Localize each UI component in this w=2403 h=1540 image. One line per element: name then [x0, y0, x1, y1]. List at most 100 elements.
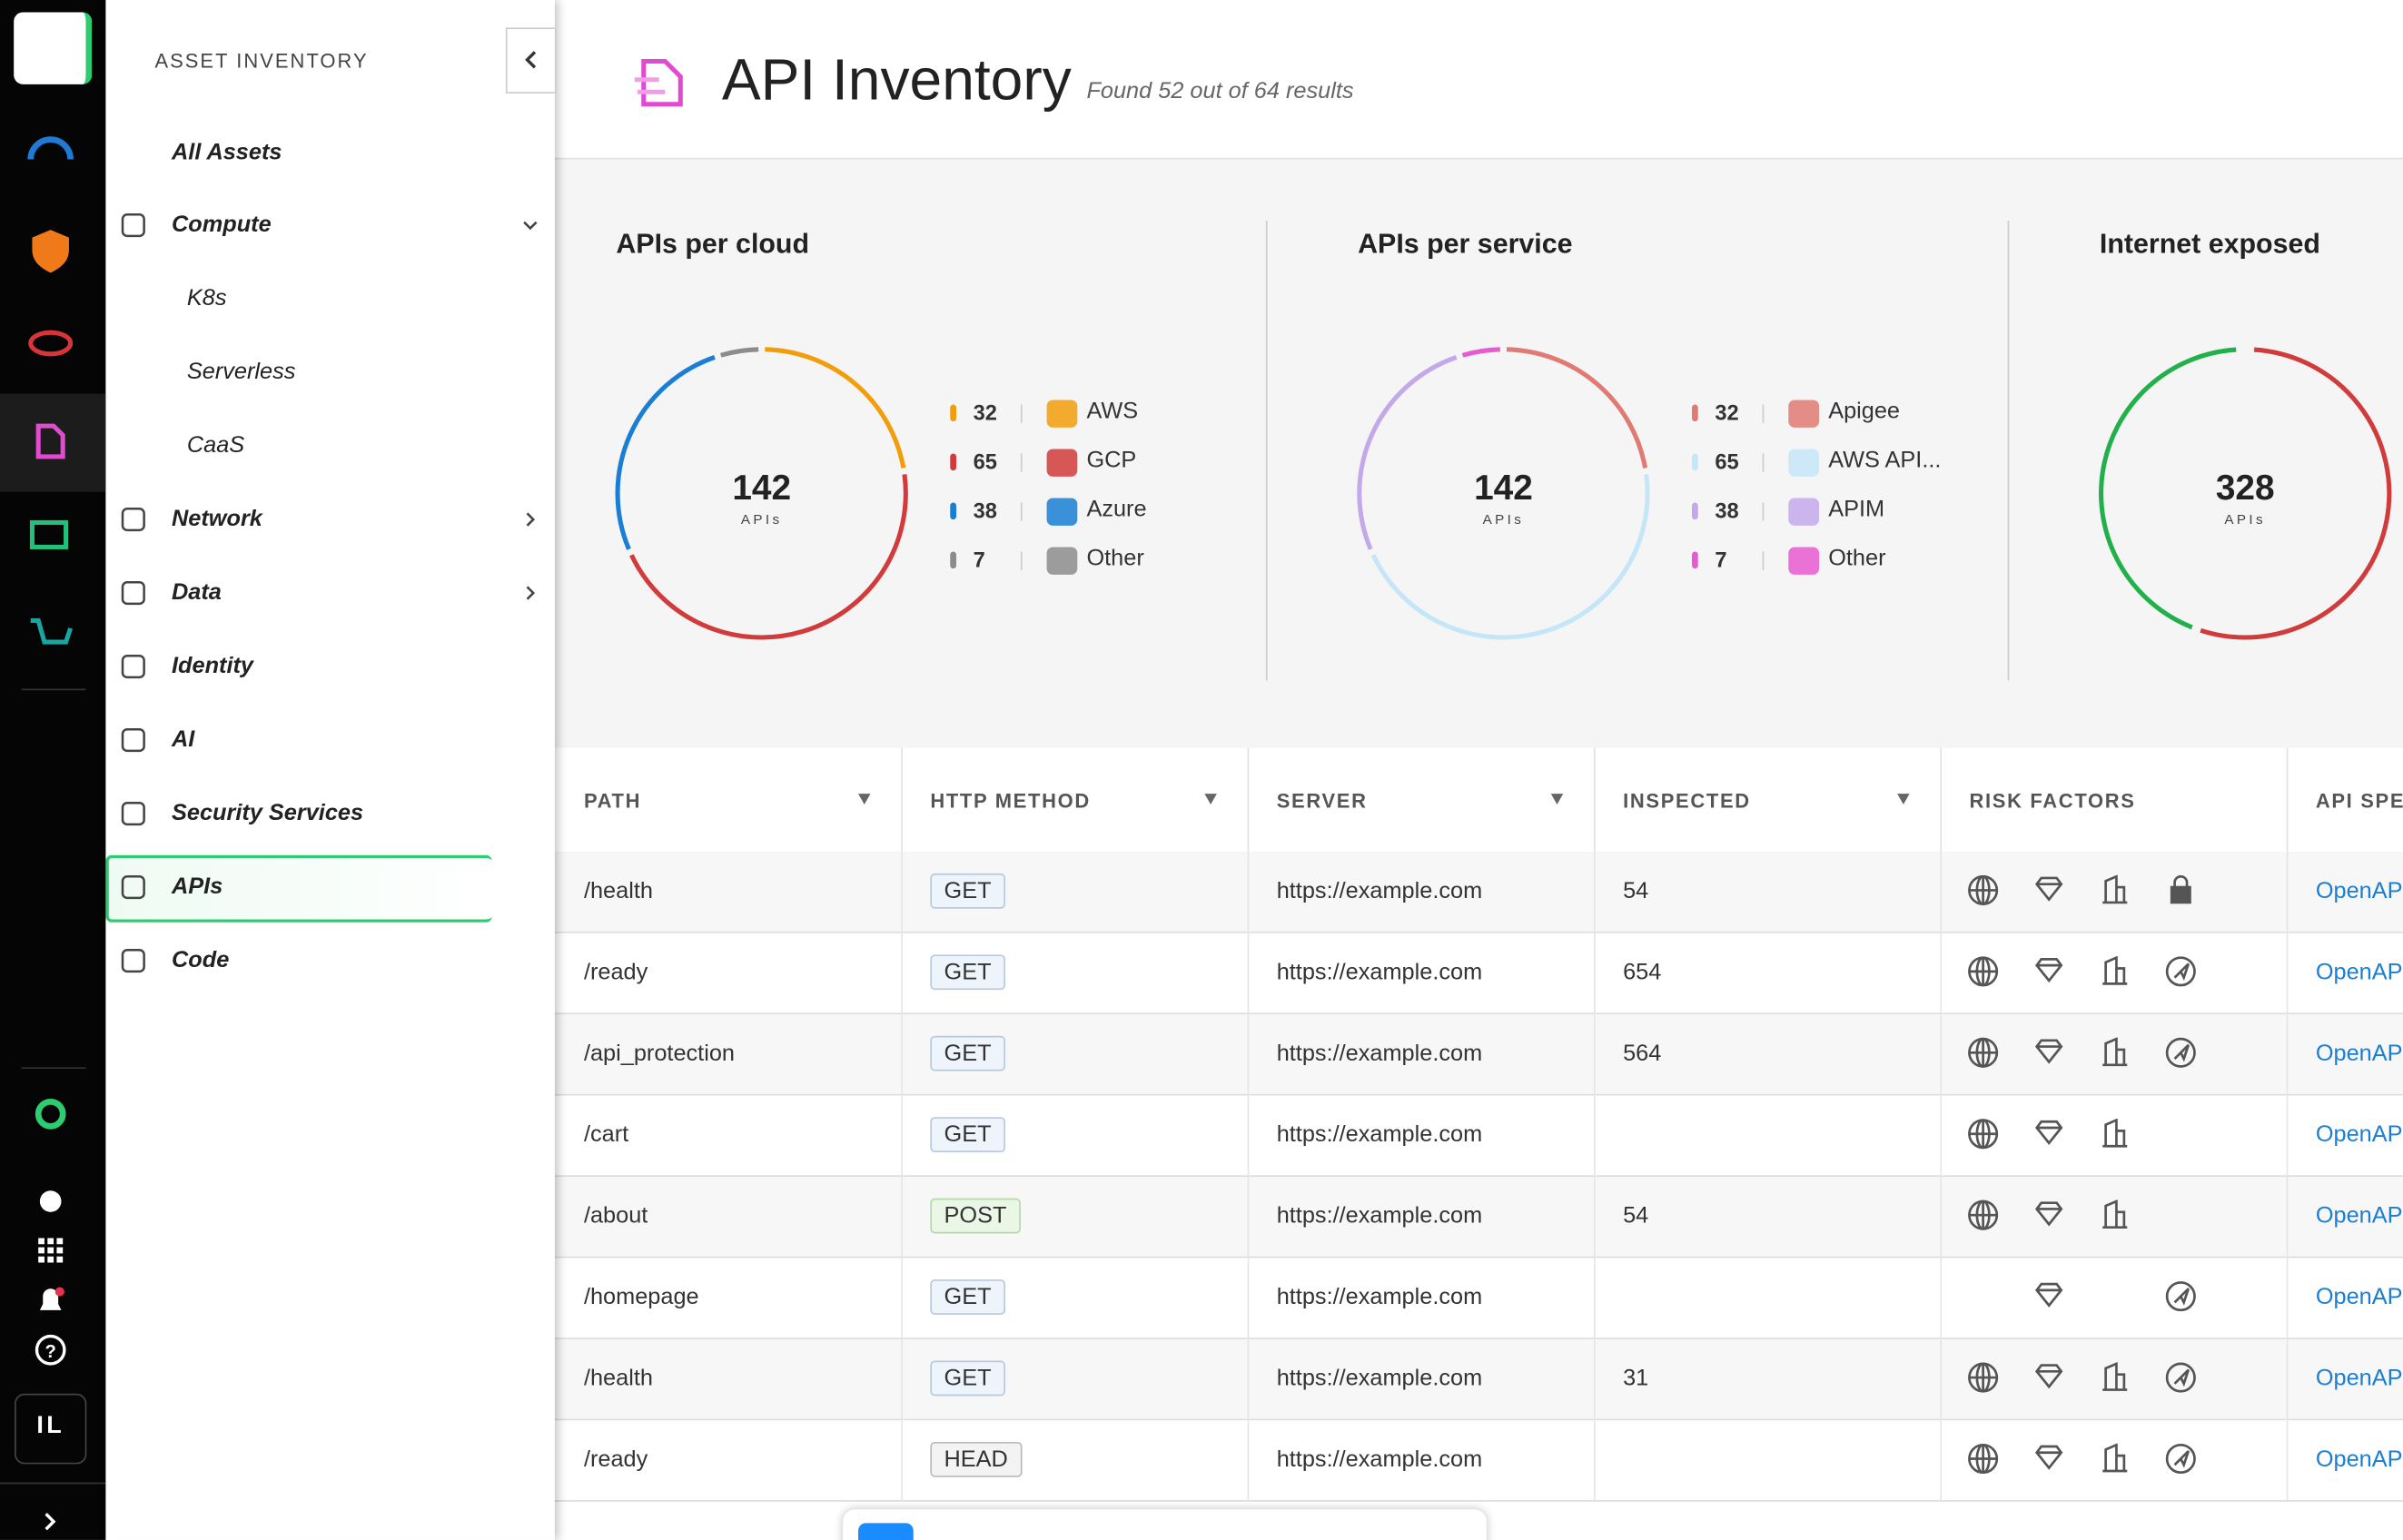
col-sep: [1247, 852, 1250, 933]
legend-swatch: [950, 502, 956, 520]
risk-icon: [1975, 956, 1991, 987]
api-table: PATH HTTP METHOD SERVER INSPECTED RISK FACTO…: [554, 747, 2403, 1540]
col-sep: [2286, 1420, 2289, 1502]
risk-icon: [2034, 1039, 2063, 1064]
logo[interactable]: [14, 12, 93, 84]
spec-link[interactable]: OpenAPI: [2315, 1365, 2403, 1392]
risk-icon: [2102, 1118, 2128, 1148]
col-sep: [1247, 1177, 1250, 1259]
risk-icons: [1968, 874, 2191, 905]
bulk-toolbar[interactable]: [843, 1509, 1487, 1540]
column-header[interactable]: INSPECTED: [1623, 789, 1751, 813]
column-header[interactable]: SERVER: [1276, 789, 1368, 813]
col-sep: [901, 933, 903, 1015]
table-row: [554, 1095, 2403, 1177]
spec-link[interactable]: OpenAPI: [2315, 1121, 2403, 1148]
result-count: Found 52 out of 64 results: [1086, 78, 1354, 104]
spec-link[interactable]: OpenAPI: [2315, 959, 2403, 986]
col-sep: [1940, 1095, 1943, 1177]
donut-total: 142: [732, 469, 791, 508]
legend-label: Other: [1828, 545, 1886, 572]
risk-icon: [2173, 1450, 2190, 1468]
server-cell: https://example.com: [1276, 1365, 1483, 1392]
chevron: [526, 586, 536, 600]
donut: 142 APIs: [615, 347, 908, 640]
nav-icon: [121, 874, 145, 900]
nav-item[interactable]: Compute: [172, 211, 272, 238]
main: API Inventory Found 52 out of 64 results…: [554, 0, 2403, 1540]
column-header[interactable]: PATH: [583, 789, 642, 813]
filter-icon[interactable]: [1550, 794, 1564, 805]
legend-swatch: [1692, 404, 1698, 422]
spec-link[interactable]: OpenAPI: [2315, 1284, 2403, 1310]
nav-active: [105, 854, 492, 923]
server-cell: https://example.com: [1276, 1202, 1483, 1229]
nav-icon: [121, 948, 145, 973]
risk-icon: [2173, 962, 2190, 982]
filter-icon[interactable]: [1897, 794, 1910, 805]
column-header[interactable]: RISK FACTORS: [1969, 789, 2136, 813]
collapse-button[interactable]: [505, 27, 557, 94]
legend-label: Apigee: [1828, 398, 1901, 425]
nav-item[interactable]: K8s: [186, 284, 227, 311]
risk-icon: [1969, 1120, 1997, 1148]
server-cell: https://example.com: [1276, 959, 1483, 986]
legend-swatch: [950, 551, 956, 569]
legend-sep: [1020, 502, 1023, 521]
col-sep: [901, 1177, 903, 1259]
spec-link[interactable]: OpenAPI: [2315, 1446, 2403, 1473]
risk-icons: [1968, 1037, 2196, 1068]
nav-item[interactable]: Network: [172, 505, 262, 532]
legend-icon: [1046, 498, 1078, 526]
spec-link[interactable]: OpenAPI: [2315, 877, 2403, 904]
col-sep: [1940, 1338, 1943, 1421]
col-sep: [2286, 1014, 2289, 1096]
risk-icons: [1968, 1443, 2196, 1475]
nav-item[interactable]: All Assets: [172, 139, 282, 166]
avatar[interactable]: IL: [36, 1412, 65, 1439]
icon-rail: ? IL: [0, 0, 106, 1540]
col-sep: [2286, 1258, 2289, 1339]
spec-link[interactable]: OpenAPI: [2315, 1202, 2403, 1229]
risk-icons: [1968, 1199, 2128, 1230]
filter-icon[interactable]: [858, 794, 871, 805]
column-header[interactable]: HTTP METHOD: [930, 789, 1091, 813]
path-cell: /health: [583, 1365, 653, 1392]
col-sep: [1594, 1177, 1596, 1259]
nav-item[interactable]: AI: [172, 726, 195, 753]
risk-icon: [1975, 1119, 1991, 1150]
risk-icon: [2034, 1282, 2063, 1308]
donut-segment: [765, 347, 906, 469]
legend-icon: [1788, 498, 1820, 526]
legend-value: 32: [973, 400, 997, 425]
legend-label: AWS API...: [1828, 447, 1942, 474]
risk-icon: [2173, 1043, 2190, 1062]
nav-item[interactable]: Security Services: [172, 799, 364, 826]
col-sep: [1247, 1338, 1250, 1421]
col-sep: [2286, 852, 2289, 933]
nav-item[interactable]: Data: [172, 578, 222, 606]
legend-value: 65: [973, 449, 997, 474]
column-header[interactable]: API SPEC: [2315, 789, 2403, 813]
method-tag: HEAD: [930, 1441, 1023, 1477]
nav-item[interactable]: Code: [172, 946, 230, 973]
col-sep: [901, 747, 903, 853]
nav-item[interactable]: CaaS: [186, 431, 245, 459]
widget-title: APIs per service: [1358, 228, 1573, 260]
nav-item[interactable]: Identity: [172, 652, 254, 679]
legend-icon: [1046, 400, 1078, 428]
nav-icon-shape: [121, 948, 145, 973]
table-row: [554, 1338, 2403, 1421]
nav-item[interactable]: Serverless: [186, 358, 296, 385]
risk-icon: [1975, 1362, 1991, 1393]
nav-item[interactable]: APIs: [172, 873, 223, 900]
donut-arc: [2099, 347, 2237, 630]
nav-icon: [121, 507, 145, 532]
nav-icon-shape: [121, 874, 145, 900]
chevron: [526, 512, 536, 527]
method-tag: POST: [930, 1198, 1021, 1234]
risk-icon: [1969, 957, 1997, 986]
spec-link[interactable]: OpenAPI: [2315, 1040, 2403, 1067]
legend-swatch: [950, 453, 956, 471]
filter-icon[interactable]: [1204, 794, 1217, 805]
